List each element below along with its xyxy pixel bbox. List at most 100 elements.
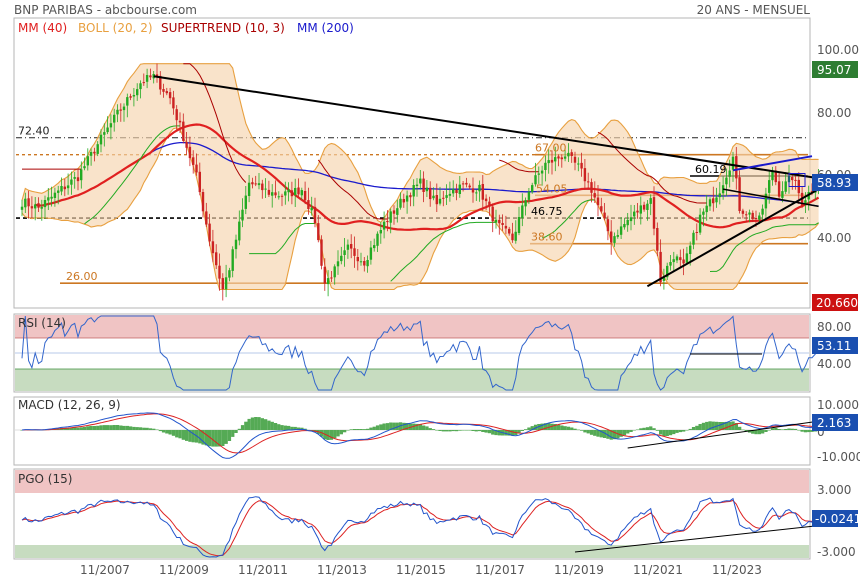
price-candle[interactable] xyxy=(712,186,715,212)
price-candle[interactable] xyxy=(580,152,583,177)
price-candle[interactable] xyxy=(267,180,271,197)
price-candle[interactable] xyxy=(132,88,136,107)
price-candle[interactable] xyxy=(563,148,567,162)
price-candle[interactable] xyxy=(129,93,132,101)
price-candle[interactable] xyxy=(83,157,86,171)
price-candle[interactable] xyxy=(80,161,83,189)
price-candle[interactable] xyxy=(527,188,531,204)
price-candle[interactable] xyxy=(116,104,119,123)
price-candle[interactable] xyxy=(122,103,126,122)
price-candle[interactable] xyxy=(652,186,656,236)
price-candle[interactable] xyxy=(34,197,37,221)
price-candle[interactable] xyxy=(162,83,165,98)
price-candle[interactable] xyxy=(484,194,488,211)
price-candle[interactable] xyxy=(379,222,382,244)
price-candle[interactable] xyxy=(198,162,201,196)
price-candle[interactable] xyxy=(458,176,461,198)
price-candle[interactable] xyxy=(481,175,484,211)
price-candle[interactable] xyxy=(741,208,745,219)
price-candle[interactable] xyxy=(626,213,629,232)
price-candle[interactable] xyxy=(662,268,666,290)
price-candle[interactable] xyxy=(195,153,198,176)
price-candle[interactable] xyxy=(376,231,379,252)
price-candle[interactable] xyxy=(425,180,429,197)
price-candle[interactable] xyxy=(63,178,66,197)
price-candle[interactable] xyxy=(47,188,50,210)
price-candle[interactable] xyxy=(619,217,623,239)
price-candle[interactable] xyxy=(20,199,24,217)
price-candle[interactable] xyxy=(573,151,577,171)
price-candle[interactable] xyxy=(168,88,172,105)
price-candle[interactable] xyxy=(43,195,47,219)
price-candle[interactable] xyxy=(636,203,639,219)
price-candle[interactable] xyxy=(254,175,257,187)
price-candle[interactable] xyxy=(442,191,445,207)
price-candle[interactable] xyxy=(445,184,448,205)
price-candle[interactable] xyxy=(244,186,247,215)
price-candle[interactable] xyxy=(725,168,728,197)
price-candle[interactable] xyxy=(642,201,646,212)
price-candle[interactable] xyxy=(610,220,613,255)
price-candle[interactable] xyxy=(547,149,550,174)
price-candle[interactable] xyxy=(284,181,287,205)
price-candle[interactable] xyxy=(70,171,73,195)
price-candle[interactable] xyxy=(60,177,63,196)
price-candle[interactable] xyxy=(461,181,465,192)
price-candle[interactable] xyxy=(40,199,43,221)
price-candle[interactable] xyxy=(231,246,234,278)
price-candle[interactable] xyxy=(554,146,557,172)
price-candle[interactable] xyxy=(96,141,99,157)
price-candle[interactable] xyxy=(511,222,514,243)
price-candle[interactable] xyxy=(323,258,326,291)
price-candle[interactable] xyxy=(491,203,494,233)
price-candle[interactable] xyxy=(356,249,359,271)
price-candle[interactable] xyxy=(346,239,350,259)
price-candle[interactable] xyxy=(182,113,185,144)
price-candle[interactable] xyxy=(455,183,458,201)
price-candle[interactable] xyxy=(550,150,554,175)
price-candle[interactable] xyxy=(708,197,712,211)
price-candle[interactable] xyxy=(675,254,679,264)
price-candle[interactable] xyxy=(768,171,771,204)
price-candle[interactable] xyxy=(415,178,419,197)
price-candle[interactable] xyxy=(27,190,30,219)
price-candle[interactable] xyxy=(136,83,139,101)
price-candle[interactable] xyxy=(126,93,129,118)
price-candle[interactable] xyxy=(297,178,300,197)
price-candle[interactable] xyxy=(175,105,178,131)
price-candle[interactable] xyxy=(514,220,517,244)
price-candle[interactable] xyxy=(369,240,373,265)
price-candle[interactable] xyxy=(557,154,560,167)
price-candle[interactable] xyxy=(587,172,590,190)
price-candle[interactable] xyxy=(300,187,303,200)
price-candle[interactable] xyxy=(50,186,53,207)
price-candle[interactable] xyxy=(185,132,188,155)
price-candle[interactable] xyxy=(208,213,211,247)
price-candle[interactable] xyxy=(735,147,738,190)
price-candle[interactable] xyxy=(672,251,675,272)
price-candle[interactable] xyxy=(488,196,491,216)
price-candle[interactable] xyxy=(405,190,409,214)
price-candle[interactable] xyxy=(320,235,323,270)
price-candle[interactable] xyxy=(570,149,573,163)
price-candle[interactable] xyxy=(359,252,363,266)
price-candle[interactable] xyxy=(623,217,626,230)
price-candle[interactable] xyxy=(501,214,504,231)
price-candle[interactable] xyxy=(241,198,244,228)
price-candle[interactable] xyxy=(531,182,534,194)
price-candle[interactable] xyxy=(389,208,392,234)
price-candle[interactable] xyxy=(119,103,122,122)
price-candle[interactable] xyxy=(172,90,175,115)
price-candle[interactable] xyxy=(774,166,777,186)
price-candle[interactable] xyxy=(192,150,195,174)
price-candle[interactable] xyxy=(596,185,600,217)
price-candle[interactable] xyxy=(419,170,422,190)
price-candle[interactable] xyxy=(567,143,570,162)
price-candle[interactable] xyxy=(695,223,698,241)
price-candle[interactable] xyxy=(142,73,145,86)
price-candle[interactable] xyxy=(274,180,277,199)
price-candle[interactable] xyxy=(731,151,735,182)
price-candle[interactable] xyxy=(307,187,310,215)
price-candle[interactable] xyxy=(277,191,280,200)
price-candle[interactable] xyxy=(544,155,547,182)
